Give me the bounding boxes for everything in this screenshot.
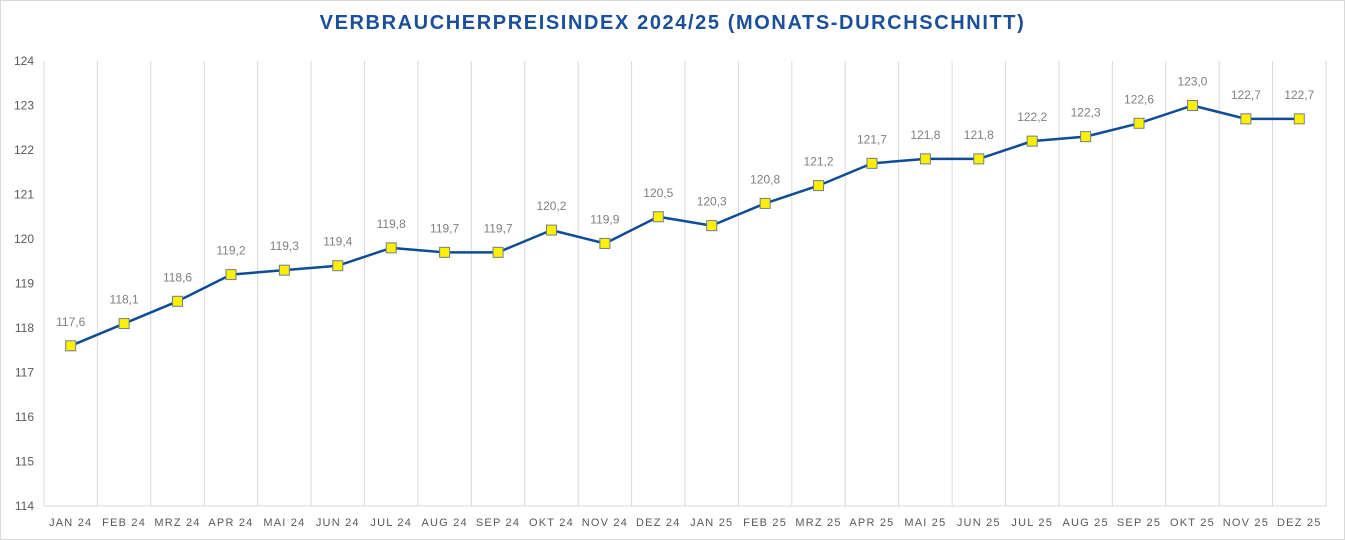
data-point — [813, 180, 825, 192]
data-label: 119,7 — [483, 221, 512, 235]
x-tick-label: MRZ 24 — [154, 517, 200, 529]
data-point — [759, 197, 771, 209]
x-tick-label: MAI 25 — [904, 517, 946, 529]
x-tick-label: APR 24 — [208, 517, 253, 529]
data-point — [545, 224, 557, 236]
x-tick-label: FEB 24 — [102, 517, 146, 529]
data-point — [1080, 131, 1092, 143]
x-tick-label: MAI 24 — [263, 517, 305, 529]
data-point — [65, 340, 77, 352]
x-tick-label: AUG 25 — [1062, 517, 1108, 529]
data-point — [1240, 113, 1252, 125]
x-tick-label: JUL 25 — [1011, 517, 1053, 529]
data-label: 121,7 — [857, 132, 887, 146]
chart-title: VERBRAUCHERPREISINDEX 2024/25 (MONATS-DU… — [319, 12, 1026, 34]
data-point — [492, 246, 504, 258]
data-label: 120,3 — [697, 195, 727, 209]
data-point — [1026, 135, 1038, 147]
x-tick-label: APR 25 — [849, 517, 894, 529]
x-tick-label: JUN 25 — [957, 517, 1001, 529]
data-label: 120,8 — [750, 172, 780, 186]
data-point — [652, 211, 664, 223]
data-point — [172, 295, 184, 307]
y-tick-label: 114 — [15, 499, 34, 513]
data-point — [385, 242, 397, 254]
data-label: 122,3 — [1071, 106, 1101, 120]
y-tick-label: 122 — [14, 143, 34, 157]
data-label: 120,5 — [643, 186, 673, 200]
x-tick-label: DEZ 24 — [636, 517, 681, 529]
x-tick-label: JUN 24 — [316, 517, 360, 529]
data-label: 123,0 — [1177, 75, 1207, 89]
y-tick-label: 124 — [14, 54, 34, 68]
x-tick-label: JAN 24 — [49, 517, 92, 529]
data-label: 119,3 — [270, 239, 299, 253]
x-tick-label: JAN 25 — [690, 517, 733, 529]
x-tick-label: OKT 24 — [529, 517, 574, 529]
x-tick-label: SEP 25 — [1117, 517, 1161, 529]
data-point — [1133, 117, 1145, 129]
data-point — [118, 318, 130, 330]
y-tick-label: 117 — [15, 366, 34, 380]
data-label: 121,8 — [964, 128, 994, 142]
data-label: 122,7 — [1284, 88, 1314, 102]
data-point — [973, 153, 985, 165]
x-tick-label: MRZ 25 — [795, 517, 841, 529]
data-point — [866, 157, 878, 169]
x-tick-label: NOV 25 — [1223, 517, 1269, 529]
data-label: 122,6 — [1124, 92, 1154, 106]
y-tick-label: 118 — [15, 321, 34, 335]
y-tick-label: 115 — [15, 455, 34, 469]
x-tick-label: AUG 24 — [421, 517, 467, 529]
data-point — [439, 246, 451, 258]
data-label: 118,1 — [110, 293, 139, 307]
data-label: 117,6 — [56, 315, 85, 329]
data-point — [706, 220, 718, 232]
x-tick-label: NOV 24 — [582, 517, 628, 529]
y-tick-label: 120 — [14, 232, 34, 246]
data-label: 119,7 — [430, 221, 459, 235]
data-label: 118,6 — [163, 270, 192, 284]
data-point — [919, 153, 931, 165]
x-tick-label: FEB 25 — [743, 517, 787, 529]
data-point — [1293, 113, 1305, 125]
x-tick-label: OKT 25 — [1170, 517, 1215, 529]
y-tick-label: 119 — [15, 277, 34, 291]
data-label: 119,8 — [377, 217, 406, 231]
data-point — [278, 264, 290, 276]
data-label: 119,9 — [590, 212, 619, 226]
y-tick-label: 123 — [14, 99, 34, 113]
data-label: 122,2 — [1017, 110, 1047, 124]
data-label: 122,7 — [1231, 88, 1261, 102]
series-line — [70, 104, 1300, 347]
data-label: 119,2 — [216, 244, 245, 258]
data-label: 121,2 — [804, 155, 834, 169]
data-point — [599, 237, 611, 249]
data-label: 120,2 — [536, 199, 566, 213]
x-tick-label: SEP 24 — [476, 517, 520, 529]
data-point — [332, 260, 344, 272]
x-tick-label: DEZ 25 — [1277, 517, 1322, 529]
data-point — [1186, 100, 1198, 111]
data-point — [225, 269, 237, 281]
y-tick-label: 121 — [14, 188, 34, 202]
data-label: 121,8 — [910, 128, 940, 142]
data-label: 119,4 — [323, 235, 352, 249]
y-tick-label: 116 — [15, 410, 34, 424]
x-tick-label: JUL 24 — [370, 517, 412, 529]
